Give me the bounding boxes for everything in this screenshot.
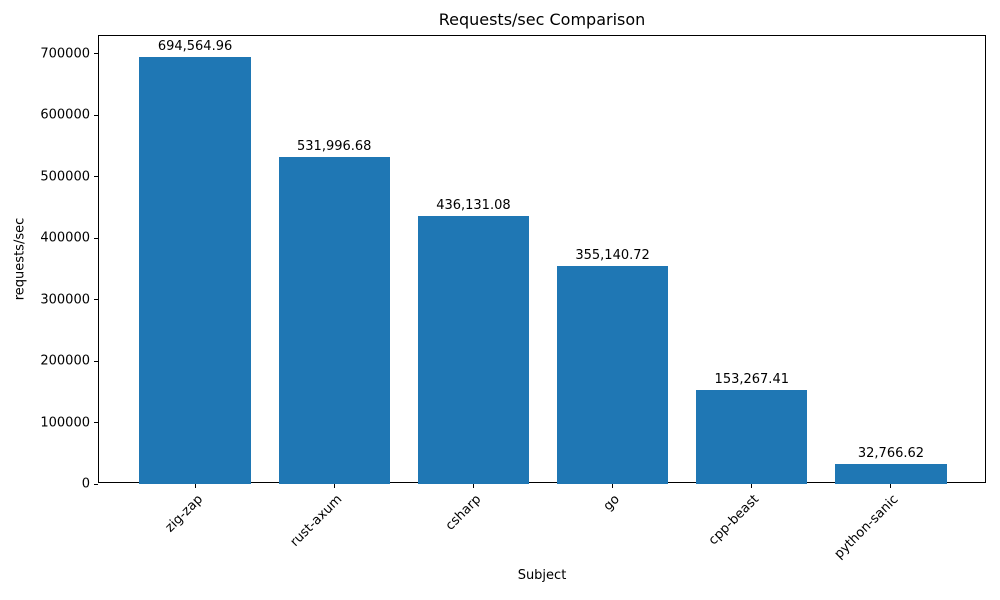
x-tick-mark [194,484,196,488]
y-tick-mark [94,360,98,362]
y-tick-mark [94,176,98,178]
y-tick-mark [94,114,98,116]
x-tick-label-csharp: csharp [442,492,485,534]
y-tick-label: 400000 [40,230,90,246]
bar-cpp-beast [696,389,808,484]
x-tick-label-zig-zap: zig-zap [162,492,206,536]
bar-rust-axum [278,157,390,484]
y-tick-label: 0 [81,476,90,492]
bar-value-label: 531,996.68 [297,139,372,155]
x-tick-label-go: go [601,492,624,515]
x-tick-label-rust-axum: rust-axum [287,492,345,550]
y-tick-mark [94,53,98,55]
y-tick-mark [94,237,98,239]
y-tick-label: 600000 [40,107,90,123]
x-tick-mark [612,484,614,488]
bar-csharp [417,216,530,484]
bar-value-label: 153,267.41 [714,371,789,387]
x-tick-label-cpp-beast: cpp-beast [706,492,763,549]
bar-value-label: 694,564.96 [157,39,233,55]
y-tick-mark [94,299,98,301]
y-tick-label: 200000 [40,353,90,369]
bar-value-label: 436,131.08 [436,198,511,214]
y-tick-mark [94,483,98,485]
x-tick-mark [751,484,753,488]
y-tick-label: 500000 [40,169,90,185]
bar-python-sanic [835,463,947,484]
x-tick-mark [333,484,335,488]
bar-value-label: 32,766.62 [857,445,925,461]
bar-zig-zap [139,57,251,484]
x-tick-mark [890,484,892,488]
y-tick-label: 100000 [40,415,90,431]
bar-go [556,265,669,484]
bar-value-label: 355,140.72 [575,247,650,263]
y-axis-label: requests/sec [12,217,28,301]
x-tick-label-python-sanic: python-sanic [831,492,902,562]
plot-area: 0 100000 200000 300000 400000 500000 600000 700… [40,35,986,562]
y-tick-mark [94,422,98,424]
x-axis-label: Subject [517,568,567,583]
y-tick-label: 300000 [40,292,90,308]
y-tick-label: 700000 [40,46,90,62]
x-tick-mark [472,484,474,488]
chart-title: Requests/sec Comparison [438,10,646,29]
